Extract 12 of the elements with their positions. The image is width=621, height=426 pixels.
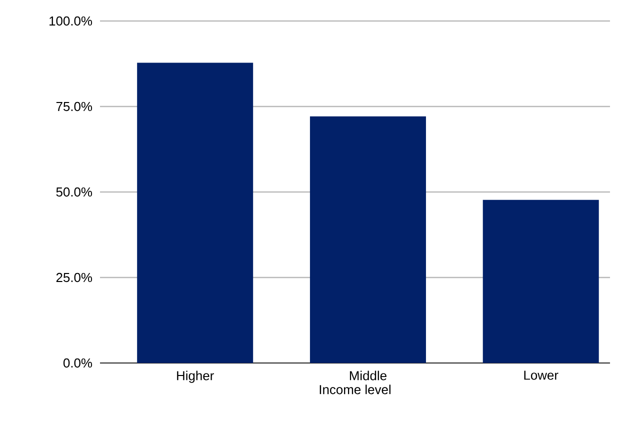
bar	[310, 116, 426, 363]
y-tick-label: 25.0%	[56, 272, 92, 282]
x-tick-label: Lower	[524, 370, 558, 380]
x-tick-label: Higher	[177, 370, 214, 383]
bar	[137, 62, 254, 363]
y-tick-label: 75.0%	[56, 102, 92, 112]
y-tick-label: 100.0%	[50, 16, 92, 26]
bar	[482, 200, 599, 363]
y-tick-label: 0.0%	[63, 358, 92, 368]
y-tick-label: 50.0%	[56, 187, 92, 197]
x-tick-label: Middle	[350, 370, 386, 380]
x-axis-title: Income level	[320, 384, 390, 394]
